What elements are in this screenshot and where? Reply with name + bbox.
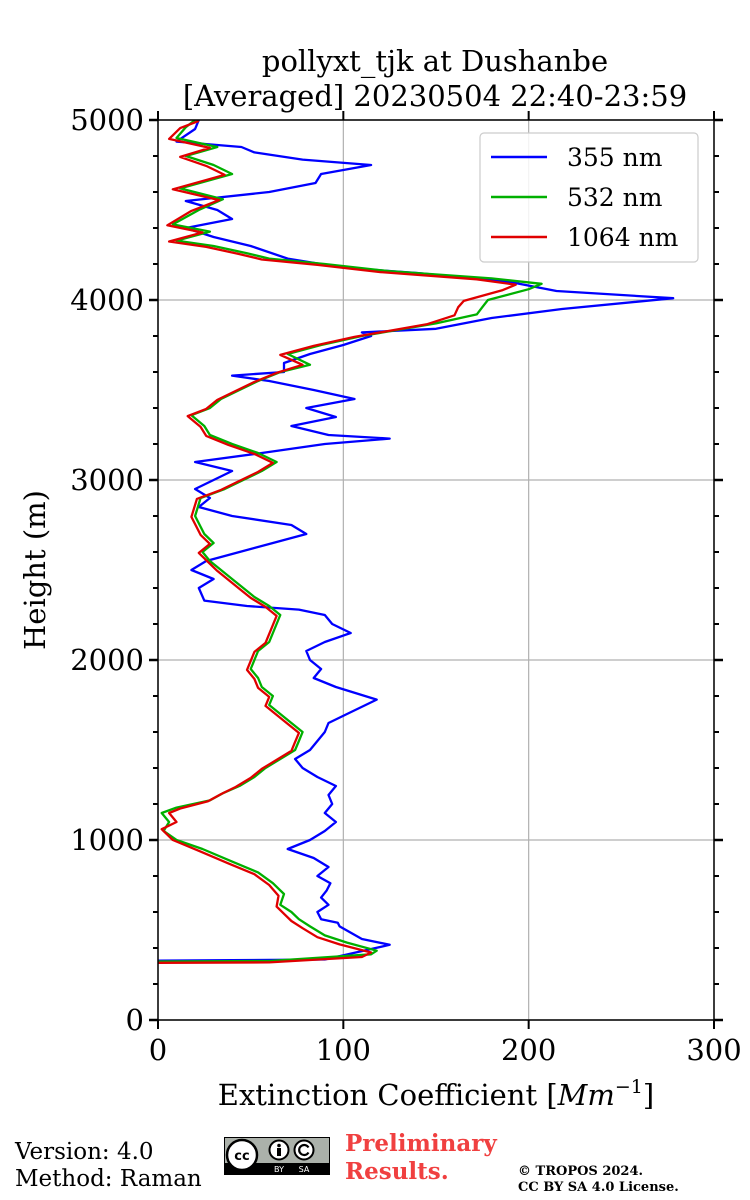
x-tick-label: 0 xyxy=(149,1033,167,1067)
x-tick-label: 200 xyxy=(501,1033,556,1067)
chart-title: pollyxt_tjk at Dushanbe xyxy=(262,44,608,79)
share-alike-icon xyxy=(293,1139,315,1161)
axis-ticks xyxy=(149,111,723,1029)
x-tick-label: 100 xyxy=(316,1033,371,1067)
copyright-notice: © TROPOS 2024. CC BY SA 4.0 License. xyxy=(518,1164,679,1196)
legend: 355 nm 532 nm 1064 nm xyxy=(479,132,699,263)
preliminary-line-1: Preliminary xyxy=(345,1130,497,1157)
chart-area: pollyxt_tjk at Dushanbe [Averaged] 20230… xyxy=(18,44,742,1112)
copyright-line-2: CC BY SA 4.0 License. xyxy=(518,1180,679,1195)
cc-icon xyxy=(225,1138,259,1172)
method-label: Method: Raman xyxy=(15,1166,202,1192)
series-group xyxy=(158,120,675,964)
legend-label: 1064 nm xyxy=(567,223,679,252)
footer-version-block: Version: 4.0 Method: Raman xyxy=(15,1139,202,1193)
badge-sa-label: SA xyxy=(299,1165,310,1174)
preliminary-notice: Preliminary Results. xyxy=(345,1130,497,1186)
y-axis-label: Height (m) xyxy=(18,490,52,650)
series-line-1064-nm xyxy=(158,120,517,964)
x-tick-label: 300 xyxy=(686,1033,741,1067)
y-tick-label: 0 xyxy=(126,1003,144,1037)
legend-label: 355 nm xyxy=(567,143,663,172)
badge-by-label: BY xyxy=(274,1165,284,1174)
legend-frame xyxy=(479,132,699,263)
y-tick-label: 1000 xyxy=(70,823,144,857)
chart-subtitle: [Averaged] 20230504 22:40-23:59 xyxy=(183,79,687,113)
cc-icon-text: cc xyxy=(234,1149,249,1164)
preliminary-line-2: Results. xyxy=(345,1158,449,1185)
version-label: Version: 4.0 xyxy=(15,1139,154,1165)
x-axis-label: Extinction Coefficient [Mm−1] xyxy=(218,1076,654,1112)
y-tick-label: 4000 xyxy=(70,283,144,317)
plot-frame xyxy=(157,119,715,1021)
copyright-line-1: © TROPOS 2024. xyxy=(518,1164,644,1179)
y-tick-label: 2000 xyxy=(70,643,144,677)
y-tick-label: 5000 xyxy=(70,103,144,137)
y-tick-label: 3000 xyxy=(70,463,144,497)
cc-license-badge: cc BY SA xyxy=(224,1137,330,1175)
legend-label: 532 nm xyxy=(567,183,663,212)
